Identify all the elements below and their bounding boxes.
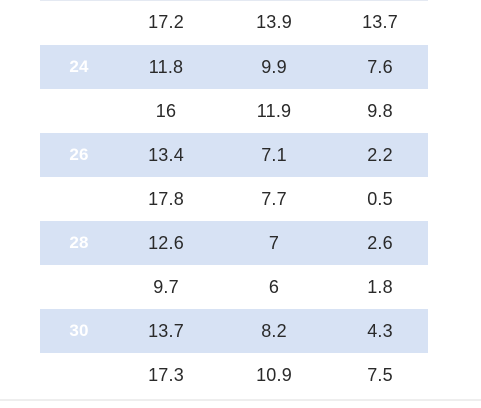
table-cell: 2.6 bbox=[367, 232, 393, 253]
table-cell: 17.2 bbox=[148, 12, 184, 32]
table-cell: 1.8 bbox=[367, 276, 393, 297]
table-row: 17.2 13.9 13.7 bbox=[40, 0, 428, 45]
table-row: 16 11.9 9.8 bbox=[40, 89, 428, 133]
table-cell: 8.2 bbox=[261, 320, 287, 341]
table-cell: 13.4 bbox=[148, 144, 184, 165]
table-cell: 9.9 bbox=[261, 56, 287, 77]
table-row: 17.3 10.9 7.5 bbox=[40, 353, 428, 397]
table-cell: 13.7 bbox=[362, 12, 398, 32]
row-label bbox=[40, 177, 118, 221]
table-cell: 17.8 bbox=[148, 188, 184, 209]
table-cell: 13.9 bbox=[256, 12, 292, 32]
bottom-divider bbox=[0, 399, 481, 401]
table-cell: 17.3 bbox=[148, 364, 184, 385]
row-label: 30 bbox=[69, 321, 89, 340]
table-cell: 11.8 bbox=[148, 56, 184, 77]
table-cell: 7.6 bbox=[367, 56, 393, 77]
row-label bbox=[40, 265, 118, 309]
table-cell: 2.2 bbox=[367, 144, 393, 165]
table-top-border bbox=[40, 0, 428, 1]
table-cell: 6 bbox=[268, 276, 280, 297]
table-row: 26 13.4 7.1 2.2 bbox=[40, 133, 428, 177]
table-cell: 11.9 bbox=[256, 100, 292, 121]
table-row: 30 13.7 8.2 4.3 bbox=[40, 309, 428, 353]
row-label bbox=[40, 0, 118, 45]
table-cell: 7 bbox=[268, 232, 280, 253]
table-cell: 9.8 bbox=[367, 100, 393, 121]
table-cell: 16 bbox=[155, 100, 177, 121]
table-row: 9.7 6 1.8 bbox=[40, 265, 428, 309]
table-cell: 0.5 bbox=[367, 188, 393, 209]
table-cell: 7.1 bbox=[261, 144, 287, 165]
table-cell: 13.7 bbox=[148, 320, 184, 341]
row-label bbox=[40, 89, 118, 133]
table-cell: 7.5 bbox=[367, 364, 393, 385]
row-label: 24 bbox=[69, 57, 89, 76]
table-cell: 4.3 bbox=[367, 320, 393, 341]
row-label: 28 bbox=[69, 233, 89, 252]
table-cell: 7.7 bbox=[261, 188, 287, 209]
table-cell: 9.7 bbox=[153, 276, 179, 297]
table-cell: 12.6 bbox=[148, 232, 184, 253]
row-label bbox=[40, 353, 118, 397]
row-label: 26 bbox=[69, 145, 89, 164]
table-row: 17.8 7.7 0.5 bbox=[40, 177, 428, 221]
table-cell: 10.9 bbox=[256, 364, 292, 385]
data-table: 17.2 13.9 13.7 24 11.8 9.9 7.6 16 11.9 9… bbox=[40, 0, 428, 397]
table-row: 24 11.8 9.9 7.6 bbox=[40, 45, 428, 89]
table-row: 28 12.6 7 2.6 bbox=[40, 221, 428, 265]
